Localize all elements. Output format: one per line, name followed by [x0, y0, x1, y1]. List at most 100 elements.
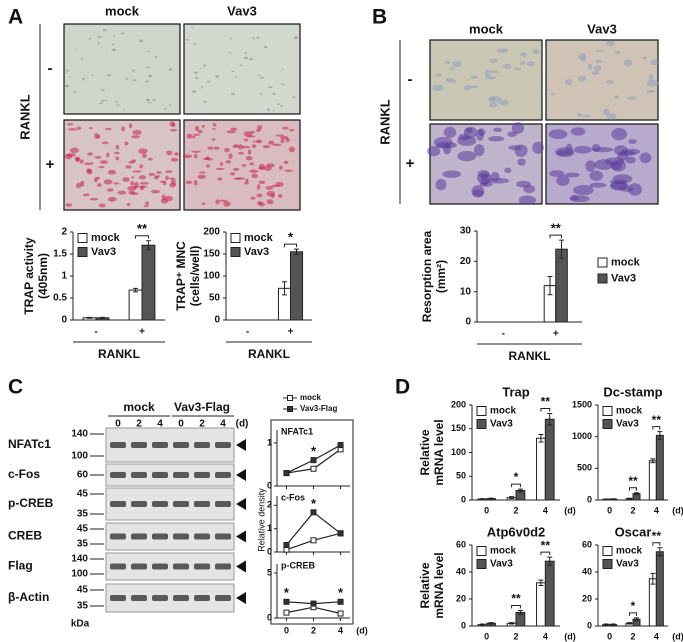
micrograph-texture	[591, 70, 600, 76]
micrograph-texture	[130, 180, 135, 186]
micrograph-texture	[593, 65, 602, 72]
micrograph-texture	[492, 127, 503, 132]
micrograph-texture	[195, 76, 199, 80]
blot-band	[215, 533, 231, 540]
legend-swatch	[476, 406, 487, 416]
micrograph-texture	[168, 177, 176, 180]
micrograph-texture	[211, 138, 216, 141]
blot-band	[131, 533, 147, 540]
micrograph-texture	[191, 150, 201, 153]
micrograph-texture	[107, 196, 117, 202]
line-marker	[310, 537, 317, 544]
row-label: -	[48, 60, 53, 77]
blot-band	[152, 472, 168, 478]
micrograph-texture	[122, 177, 130, 182]
panel-title: p-CREB	[281, 560, 315, 570]
y-axis-label: Relative density	[256, 488, 266, 552]
micrograph-texture	[199, 68, 203, 70]
kda-marker: 35	[77, 539, 89, 550]
x-axis-label: (d)	[564, 631, 576, 641]
micrograph-texture	[226, 130, 236, 134]
kda-marker: 35	[77, 601, 89, 612]
error-bar	[509, 496, 515, 500]
micrograph-texture	[589, 182, 607, 188]
micrograph-texture	[169, 182, 177, 188]
line-marker	[283, 609, 290, 616]
micrograph-texture	[207, 146, 214, 150]
error-bar	[145, 240, 151, 251]
legend-swatch	[602, 546, 613, 556]
line-marker	[310, 457, 317, 464]
significance: **	[511, 592, 521, 606]
micrograph-texture	[258, 163, 265, 170]
micrograph-texture	[111, 43, 115, 46]
micrograph	[545, 39, 659, 121]
micrograph-texture	[113, 182, 119, 185]
micrograph-texture	[100, 89, 106, 91]
micrograph-texture	[166, 150, 173, 156]
micrograph-texture	[128, 161, 135, 164]
x-tick-label: 4	[654, 631, 659, 641]
legend-swatch	[476, 419, 487, 429]
x-tick-label: +	[553, 329, 559, 340]
micrograph-texture	[556, 149, 569, 156]
micrograph-texture	[550, 92, 556, 96]
legend-swatch	[77, 233, 88, 243]
micrograph-texture	[484, 75, 497, 80]
x-tick-label: 0	[484, 505, 489, 515]
micrograph-texture	[193, 71, 198, 74]
micrograph-texture	[66, 123, 74, 126]
blot-band	[131, 595, 147, 601]
arrowhead	[236, 560, 246, 573]
significance: **	[551, 221, 562, 236]
micrograph-texture	[232, 167, 240, 171]
micrograph-texture	[215, 199, 220, 205]
line-marker	[337, 442, 344, 449]
micrograph-texture	[197, 129, 203, 134]
significance-bracket	[629, 487, 637, 491]
micrograph-texture	[173, 152, 179, 156]
y-tick-label: 0	[61, 315, 67, 326]
micrograph-texture	[82, 193, 90, 197]
plot-frame	[270, 419, 354, 625]
error-bar	[634, 617, 639, 622]
micrograph-texture	[465, 127, 473, 134]
kda-marker: 45	[77, 489, 89, 500]
blot-band	[173, 595, 189, 601]
micrograph-texture	[442, 170, 462, 178]
micrograph-texture	[98, 102, 104, 104]
micrograph-texture	[132, 170, 142, 173]
micrograph-texture	[203, 64, 206, 67]
micrograph-texture	[106, 188, 114, 192]
row-label: -	[408, 71, 413, 88]
micrograph-texture	[251, 173, 258, 179]
micrograph-texture	[514, 67, 522, 71]
micrograph-texture	[258, 180, 266, 185]
row-label: +	[406, 155, 415, 172]
error-bar	[634, 492, 639, 496]
micrograph-texture	[129, 192, 139, 196]
panel-label: B	[372, 6, 387, 29]
lane-label: 0	[115, 419, 121, 430]
x-tick-label: 2	[630, 505, 635, 515]
blot-band	[215, 563, 231, 570]
micrograph-texture	[153, 176, 159, 180]
micrograph-texture	[80, 180, 85, 187]
micrograph-texture	[256, 139, 262, 144]
blot-band	[215, 595, 231, 601]
error-bar	[610, 623, 616, 626]
blot-band	[194, 563, 210, 570]
micrograph-texture	[595, 49, 605, 53]
y-tick-label: 1	[61, 271, 67, 282]
micrograph-texture	[502, 63, 512, 69]
micrograph-texture	[128, 123, 133, 129]
micrograph-texture	[223, 201, 231, 207]
micrograph-texture	[250, 196, 256, 200]
significance-bracket	[549, 234, 563, 239]
micrograph-texture	[526, 61, 535, 67]
kda-marker: 60	[77, 470, 89, 481]
significance: **	[137, 221, 148, 236]
error-bar	[547, 276, 553, 296]
micrograph-texture	[106, 152, 110, 158]
